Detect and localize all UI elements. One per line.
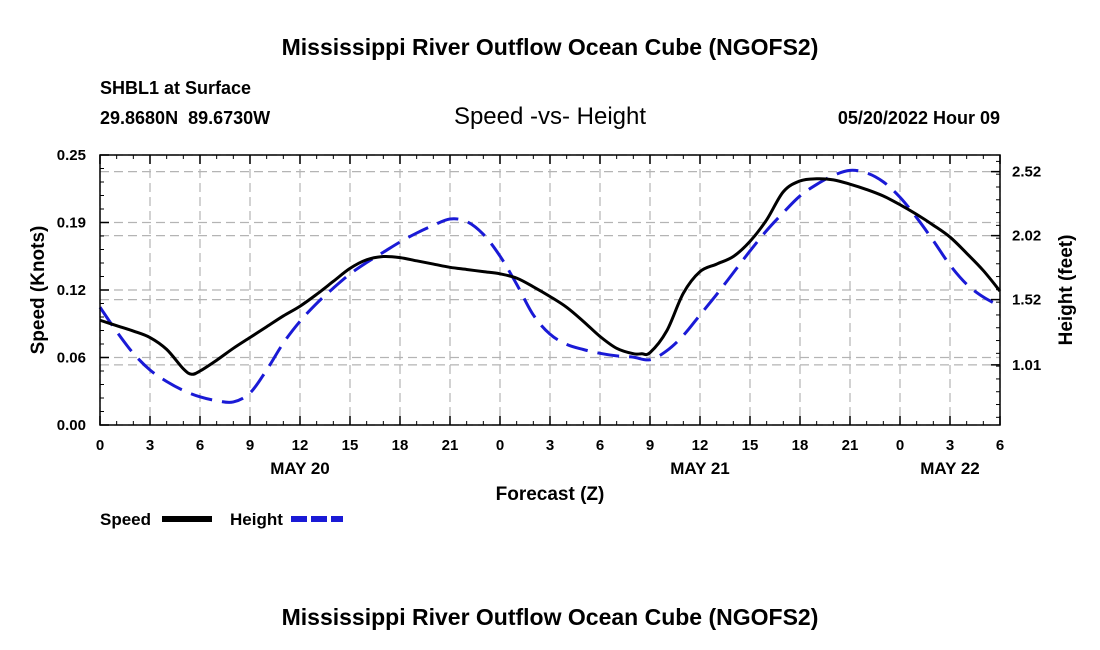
- x-tick-label: 0: [96, 437, 104, 454]
- legend: Speed Height: [100, 510, 343, 529]
- x-tick-label: 3: [146, 437, 154, 454]
- datetime-label: 05/20/2022 Hour 09: [838, 108, 1000, 128]
- y-left-tick-label: 0.19: [57, 215, 86, 232]
- y-left-axis-ticks: 0.00 0.06 0.12 0.19 0.25: [57, 147, 109, 434]
- x-axis-label: Forecast (Z): [496, 484, 605, 505]
- speed-series-line: [99, 177, 1002, 376]
- chart-title: Speed -vs- Height: [454, 103, 646, 130]
- x-tick-label: 0: [496, 437, 504, 454]
- date-label: MAY 20: [270, 459, 330, 478]
- legend-height-label: Height: [230, 510, 283, 529]
- date-label: MAY 21: [670, 459, 730, 478]
- x-tick-label: 18: [392, 437, 409, 454]
- footer-title: Mississippi River Outflow Ocean Cube (NG…: [282, 604, 819, 630]
- x-tick-label: 6: [596, 437, 604, 454]
- x-tick-label: 15: [742, 437, 759, 454]
- location-label: 29.8680N 89.6730W: [100, 108, 270, 128]
- y-right-tick-label: 2.52: [1012, 164, 1041, 181]
- y-left-tick-label: 0.12: [57, 282, 86, 299]
- x-tick-label: 15: [342, 437, 359, 454]
- y-right-tick-label: 2.02: [1012, 228, 1041, 245]
- x-tick-label: 12: [692, 437, 709, 454]
- x-tick-label: 0: [896, 437, 904, 454]
- y-left-axis-label: Speed (Knots): [28, 226, 49, 355]
- x-tick-label: 21: [842, 437, 859, 454]
- x-tick-label: 9: [646, 437, 654, 454]
- x-tick-label: 6: [196, 437, 204, 454]
- y-right-tick-label: 1.01: [1012, 357, 1041, 374]
- y-right-tick-label: 1.52: [1012, 292, 1041, 309]
- page-title: Mississippi River Outflow Ocean Cube (NG…: [282, 34, 819, 60]
- x-tick-label: 9: [246, 437, 254, 454]
- height-series-line: [98, 168, 1001, 404]
- date-label: MAY 22: [920, 459, 980, 478]
- date-labels: MAY 20 MAY 21 MAY 22: [270, 459, 980, 478]
- x-tick-label: 21: [442, 437, 459, 454]
- y-right-axis-ticks: 1.01 1.52 2.02 2.52: [991, 164, 1041, 374]
- y-right-axis-label: Height (feet): [1056, 235, 1077, 346]
- x-tick-label: 12: [292, 437, 309, 454]
- x-axis-ticks: 0 3 6 9 12 15 18 21 0 3 6 9 12 15 18 21 0 3 6: [96, 155, 1004, 454]
- x-tick-label: 3: [946, 437, 954, 454]
- y-left-tick-label: 0.25: [57, 147, 86, 164]
- x-tick-label: 3: [546, 437, 554, 454]
- y-left-tick-label: 0.06: [57, 350, 86, 367]
- legend-speed-label: Speed: [100, 510, 151, 529]
- x-tick-label: 18: [792, 437, 809, 454]
- grid-lines: [99, 154, 1001, 426]
- x-tick-label: 6: [996, 437, 1004, 454]
- station-label: SHBL1 at Surface: [100, 78, 251, 98]
- y-left-tick-label: 0.00: [57, 417, 86, 434]
